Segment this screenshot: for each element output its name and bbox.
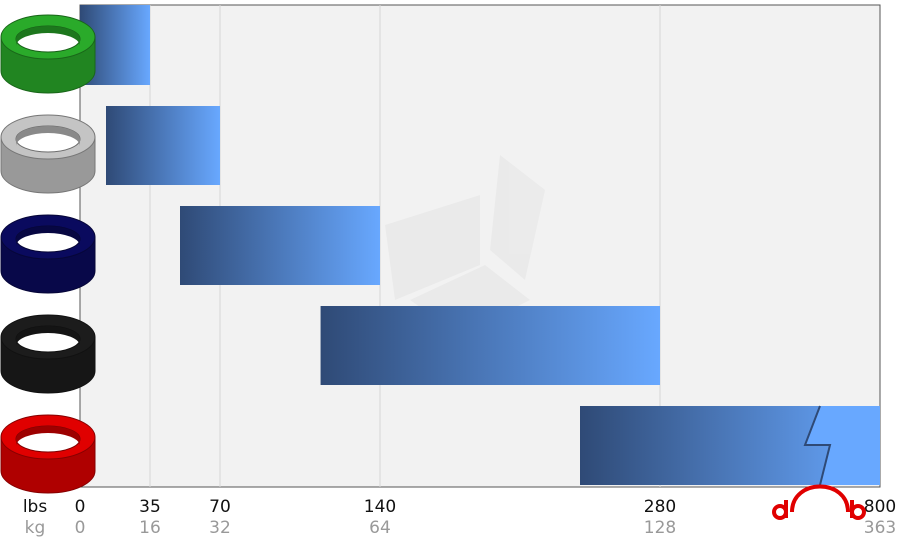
- bar-break: [805, 406, 880, 485]
- x-tick-label: 280: [644, 497, 676, 517]
- x-tick-label: 0: [75, 497, 86, 517]
- bar-break-edge: [803, 405, 832, 486]
- x2-tick-label: 0: [75, 518, 86, 538]
- band-ring-inner: [16, 426, 80, 446]
- x2-tick-label: 363: [864, 518, 896, 538]
- x-tick-label: 70: [209, 497, 231, 517]
- x-tick-label: 35: [139, 497, 161, 517]
- band-ring-inner: [16, 26, 80, 46]
- band-ring-inner: [16, 126, 80, 146]
- bar: [106, 106, 220, 185]
- bar: [180, 206, 380, 285]
- bar: [320, 306, 660, 385]
- x2-tick-label: 16: [139, 518, 161, 538]
- band-ring-inner: [16, 226, 80, 246]
- x-tick-label: 140: [364, 497, 396, 517]
- band-ring-inner: [16, 326, 80, 346]
- x2-tick-label: 128: [644, 518, 676, 538]
- x2-axis-label: kg: [25, 518, 46, 538]
- x2-tick-label: 32: [209, 518, 231, 538]
- x2-tick-label: 64: [369, 518, 391, 538]
- logo: [772, 484, 866, 520]
- x-axis-label: lbs: [23, 497, 48, 517]
- x-tick-label: 800: [864, 497, 896, 517]
